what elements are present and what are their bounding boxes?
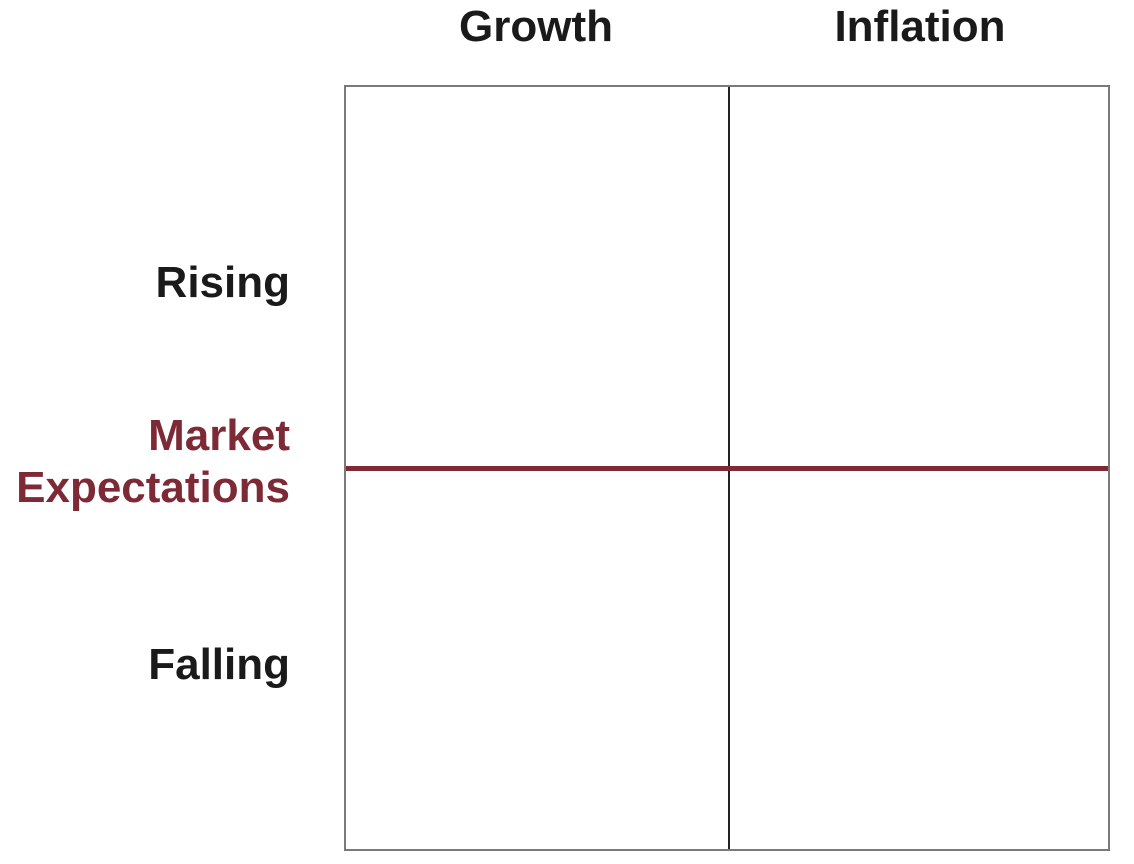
market-expectations-line: [346, 466, 1108, 471]
quadrant-grid: [344, 85, 1110, 851]
row-label-falling: Falling: [148, 640, 290, 689]
row-label-rising: Rising: [155, 258, 290, 307]
market-expectations-line1: Market: [148, 411, 290, 460]
column-header-inflation: Inflation: [834, 2, 1006, 51]
market-expectations-line2: Expectations: [16, 463, 290, 512]
column-header-growth: Growth: [459, 2, 613, 51]
market-expectations-label: Market Expectations: [16, 410, 290, 514]
